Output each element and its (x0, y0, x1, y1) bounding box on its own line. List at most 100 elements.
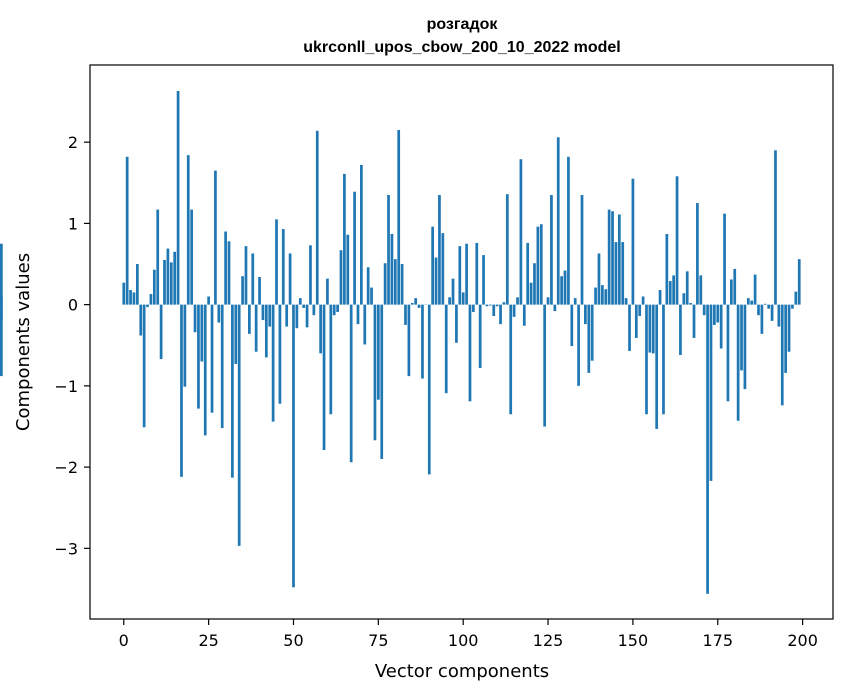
bar-115 (512, 304, 516, 317)
bar-62 (332, 304, 336, 316)
x-tick-label: 125 (533, 631, 564, 650)
bar-149 (628, 304, 631, 351)
bar-27 (214, 170, 217, 305)
bar-34 (237, 304, 241, 546)
bar-29 (220, 304, 224, 429)
bar-88 (421, 304, 424, 379)
bar-109 (492, 304, 496, 316)
bar-75 (376, 304, 380, 400)
bar-139 (594, 287, 597, 305)
bar-undefined (0, 243, 3, 305)
bar-36 (244, 246, 248, 305)
bar-195 (784, 304, 788, 373)
bar-146 (617, 214, 621, 305)
bar-14 (169, 262, 173, 305)
y-tick-label: −2 (54, 458, 78, 477)
bar-176 (719, 304, 723, 349)
bar-58 (319, 304, 322, 354)
bar-190 (767, 304, 771, 309)
bar-74 (373, 304, 377, 441)
bar-188 (760, 304, 764, 334)
x-tick-label: 50 (283, 631, 303, 650)
x-tick-label: 75 (368, 631, 388, 650)
bar-148 (624, 298, 628, 305)
plot-frame (89, 64, 834, 620)
bar-81 (397, 129, 401, 305)
bar-127 (553, 304, 557, 312)
bar-18 (183, 304, 187, 387)
bar-133 (573, 298, 577, 305)
bar-165 (682, 293, 686, 305)
bar-64 (339, 250, 343, 305)
bar-103 (472, 304, 475, 312)
bar-191 (770, 304, 774, 321)
bar-20 (190, 209, 194, 305)
x-tick-label: 175 (702, 631, 733, 650)
bar-13 (166, 248, 170, 305)
bar-145 (614, 242, 618, 305)
bar-194 (780, 304, 784, 406)
bar-1 (125, 156, 129, 305)
bar-159 (662, 304, 665, 415)
bar-54 (305, 304, 309, 328)
y-tick-label: 1 (68, 214, 78, 233)
bar-155 (648, 304, 652, 353)
bar-131 (567, 156, 570, 305)
bar-136 (584, 304, 587, 325)
bar-28 (217, 304, 221, 323)
bar-15 (173, 251, 177, 305)
bar-77 (383, 263, 387, 305)
bar-132 (570, 304, 574, 347)
bar-150 (631, 178, 635, 305)
bar-137 (587, 304, 591, 373)
bar-92 (434, 257, 438, 305)
bar-121 (533, 263, 536, 305)
bar-111 (499, 304, 502, 325)
bar-185 (750, 300, 754, 305)
bar-49 (288, 253, 292, 305)
bar-126 (550, 194, 553, 305)
bar-86 (414, 298, 418, 305)
bar-170 (699, 275, 703, 305)
bar-21 (193, 304, 197, 333)
bar-51 (295, 304, 299, 329)
bar-5 (139, 304, 143, 336)
bar-167 (689, 303, 692, 305)
bar-130 (563, 270, 567, 305)
bar-135 (580, 194, 584, 305)
bar-117 (519, 159, 523, 305)
bar-87 (417, 304, 421, 308)
bar-105 (478, 304, 482, 368)
bar-46 (278, 304, 282, 404)
bar-152 (638, 304, 642, 316)
y-tick-label: −1 (54, 377, 78, 396)
bar-164 (679, 304, 682, 355)
bar-8 (149, 294, 153, 305)
bar-174 (713, 304, 716, 325)
bar-118 (522, 304, 526, 326)
bar-110 (495, 304, 499, 307)
bar-53 (302, 304, 306, 308)
bar-158 (658, 290, 662, 305)
bar-32 (231, 304, 234, 478)
bar-71 (363, 304, 367, 345)
bar-7 (146, 304, 149, 308)
bar-30 (224, 231, 227, 305)
bar-114 (509, 304, 513, 415)
bar-119 (526, 242, 530, 305)
bar-120 (529, 282, 533, 305)
bar-189 (763, 303, 767, 305)
bar-50 (292, 304, 295, 588)
bar-199 (797, 259, 801, 305)
bar-198 (794, 291, 798, 305)
bar-187 (757, 304, 760, 316)
bar-183 (743, 304, 747, 390)
bar-55 (309, 245, 312, 305)
bar-116 (516, 297, 519, 305)
x-tick-label: 25 (198, 631, 218, 650)
bar-78 (387, 194, 390, 305)
bar-23 (200, 304, 204, 362)
bar-179 (729, 279, 733, 305)
bar-113 (505, 194, 509, 305)
bar-60 (326, 278, 329, 305)
